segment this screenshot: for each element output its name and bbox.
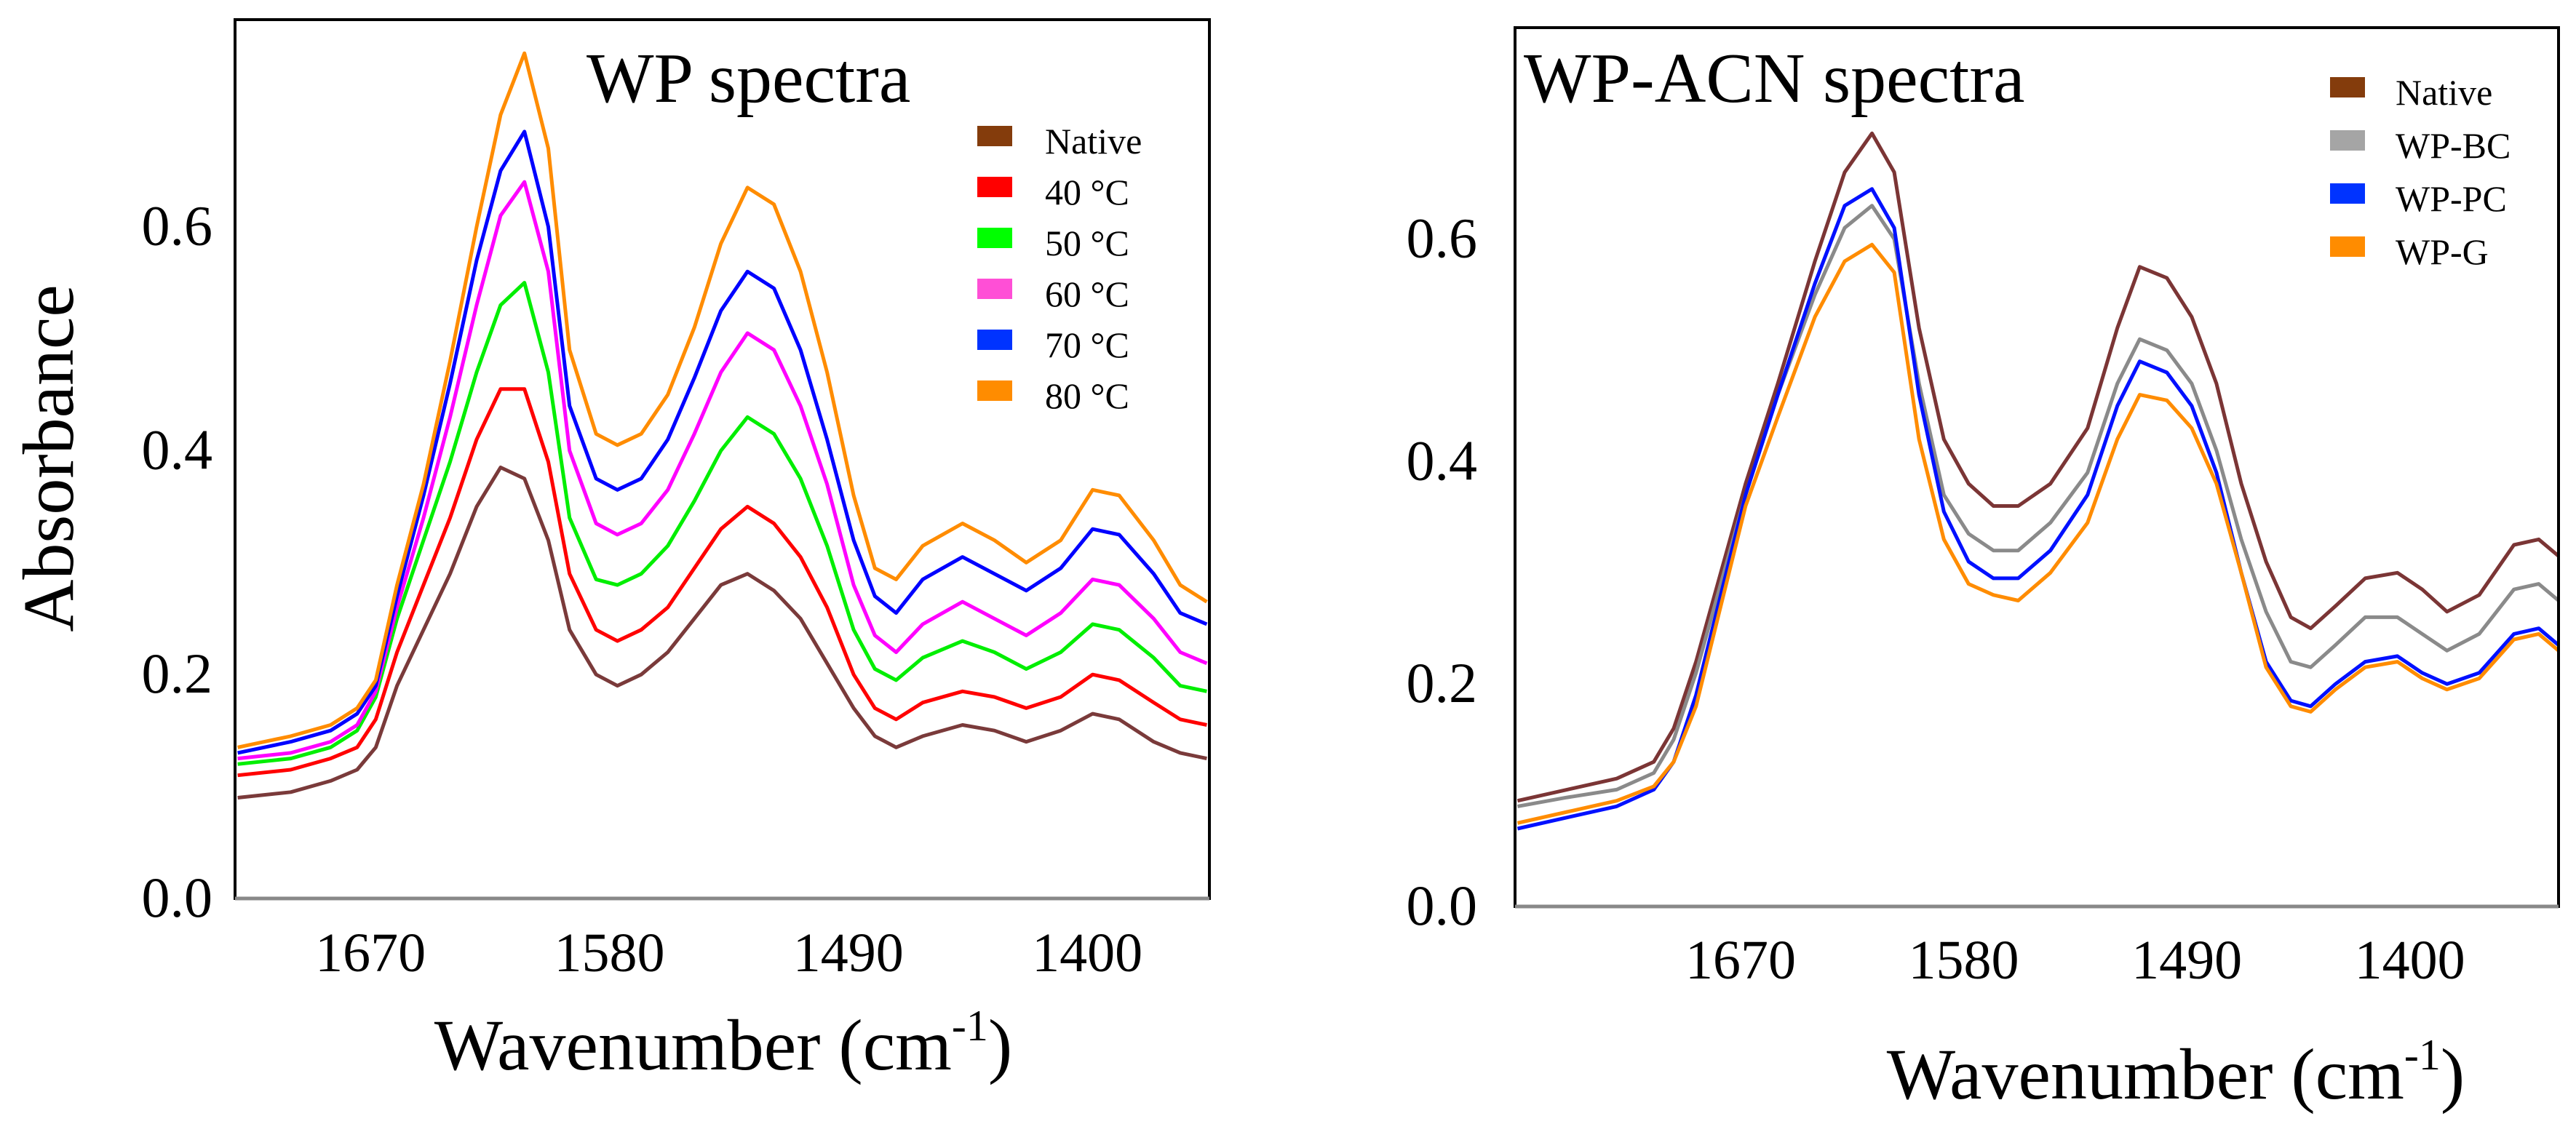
legend-item: 80 °C <box>977 375 1129 416</box>
y-tick-label: 0.4 <box>142 418 213 481</box>
y-tick-label: 0.4 <box>1407 429 1478 492</box>
legend-item: Native <box>977 121 1142 162</box>
x-axis-label-main: Wavenumber (cm <box>1887 1034 2404 1115</box>
legend-item: WP-G <box>2330 231 2489 272</box>
legend-item: Native <box>2330 72 2492 113</box>
legend-item: 70 °C <box>977 324 1129 365</box>
y-tick-label: 0.6 <box>142 194 213 258</box>
y-tick-label: 0.0 <box>142 866 213 929</box>
series-line-50-c <box>237 281 1207 766</box>
legend-label: WP-BC <box>2396 125 2511 166</box>
y-tick-label: 0.2 <box>1407 651 1478 714</box>
legend-label: WP-G <box>2396 231 2489 272</box>
legend-item: WP-PC <box>2330 178 2507 219</box>
series-line-wp-bc <box>1516 204 2560 808</box>
x-axis-label-main: Wavenumber (cm <box>434 1005 952 1085</box>
legend-swatch <box>2330 236 2365 257</box>
x-tick-label: 1400 <box>1032 922 1142 984</box>
legend: Native WP-BC WP-PC WP-G <box>2330 72 2511 272</box>
legend-swatch <box>977 177 1012 197</box>
y-tick-label: 0.6 <box>1407 207 1478 270</box>
y-tick-label: 0.2 <box>142 642 213 705</box>
series-line-wp-g <box>1516 242 2560 825</box>
y-axis-label: Absorbance <box>8 284 89 632</box>
legend-label: 40 °C <box>1045 172 1129 212</box>
legend-item: 60 °C <box>977 274 1129 314</box>
x-tick-label: 1670 <box>1685 930 1796 991</box>
legend-item: 40 °C <box>977 172 1129 212</box>
series-line-60-c <box>237 180 1208 761</box>
x-tick-label: 1580 <box>554 922 664 984</box>
legend-label: 70 °C <box>1045 324 1129 365</box>
x-axis-label: Wavenumber (cm-1) <box>434 1002 1012 1085</box>
legend-label: 50 °C <box>1045 223 1129 263</box>
x-axis-label-superscript: -1 <box>2404 1031 2441 1079</box>
series-line-40-c <box>237 387 1207 778</box>
series-line-wp-pc <box>1516 187 2560 831</box>
series-line-80-c <box>237 51 1208 749</box>
legend-label: 60 °C <box>1045 274 1129 314</box>
legend-swatch <box>977 126 1012 146</box>
x-tick-label: 1490 <box>2131 930 2242 991</box>
legend-label: Native <box>1045 121 1142 162</box>
x-axis-label-end: ) <box>2441 1034 2465 1115</box>
x-tick-label: 1670 <box>315 922 426 984</box>
legend-swatch <box>2330 130 2365 151</box>
chart-title: WP-ACN spectra <box>1524 39 2025 118</box>
legend-item: WP-BC <box>2330 125 2511 166</box>
legend-swatch <box>977 228 1012 248</box>
x-axis-label-end: ) <box>988 1005 1012 1085</box>
series-line-native <box>1516 131 2560 803</box>
series-line-70-c <box>237 129 1208 755</box>
legend-swatch <box>977 330 1012 350</box>
x-axis-label-superscript: -1 <box>952 1002 988 1050</box>
legend-swatch <box>2330 77 2365 97</box>
series-line-native <box>237 466 1207 800</box>
x-tick-label: 1490 <box>793 922 904 984</box>
chart-title: WP spectra <box>587 39 910 118</box>
legend-label: WP-PC <box>2396 178 2507 219</box>
legend-swatch <box>977 380 1012 401</box>
legend-label: Native <box>2396 72 2492 113</box>
legend: Native 40 °C 50 °C 60 °C 70 °C 80 °C <box>977 121 1142 416</box>
legend-swatch <box>2330 183 2365 204</box>
legend-label: 80 °C <box>1045 375 1129 416</box>
y-tick-label: 0.0 <box>1407 874 1478 937</box>
x-tick-label: 1400 <box>2355 930 2465 991</box>
chart-panel-1: 0.0 0.2 0.4 0.6 1670 1580 1490 1400 WP spectra Wa… <box>8 18 1211 1085</box>
legend-item: 50 °C <box>977 223 1129 263</box>
x-tick-label: 1580 <box>1909 930 2019 991</box>
chart-panel-2: 0.0 0.2 0.4 0.6 1670 1580 1490 1400 WP-ACN spect… <box>1407 26 2560 1115</box>
legend-swatch <box>977 279 1012 299</box>
x-axis-label: Wavenumber (cm-1) <box>1887 1031 2465 1115</box>
